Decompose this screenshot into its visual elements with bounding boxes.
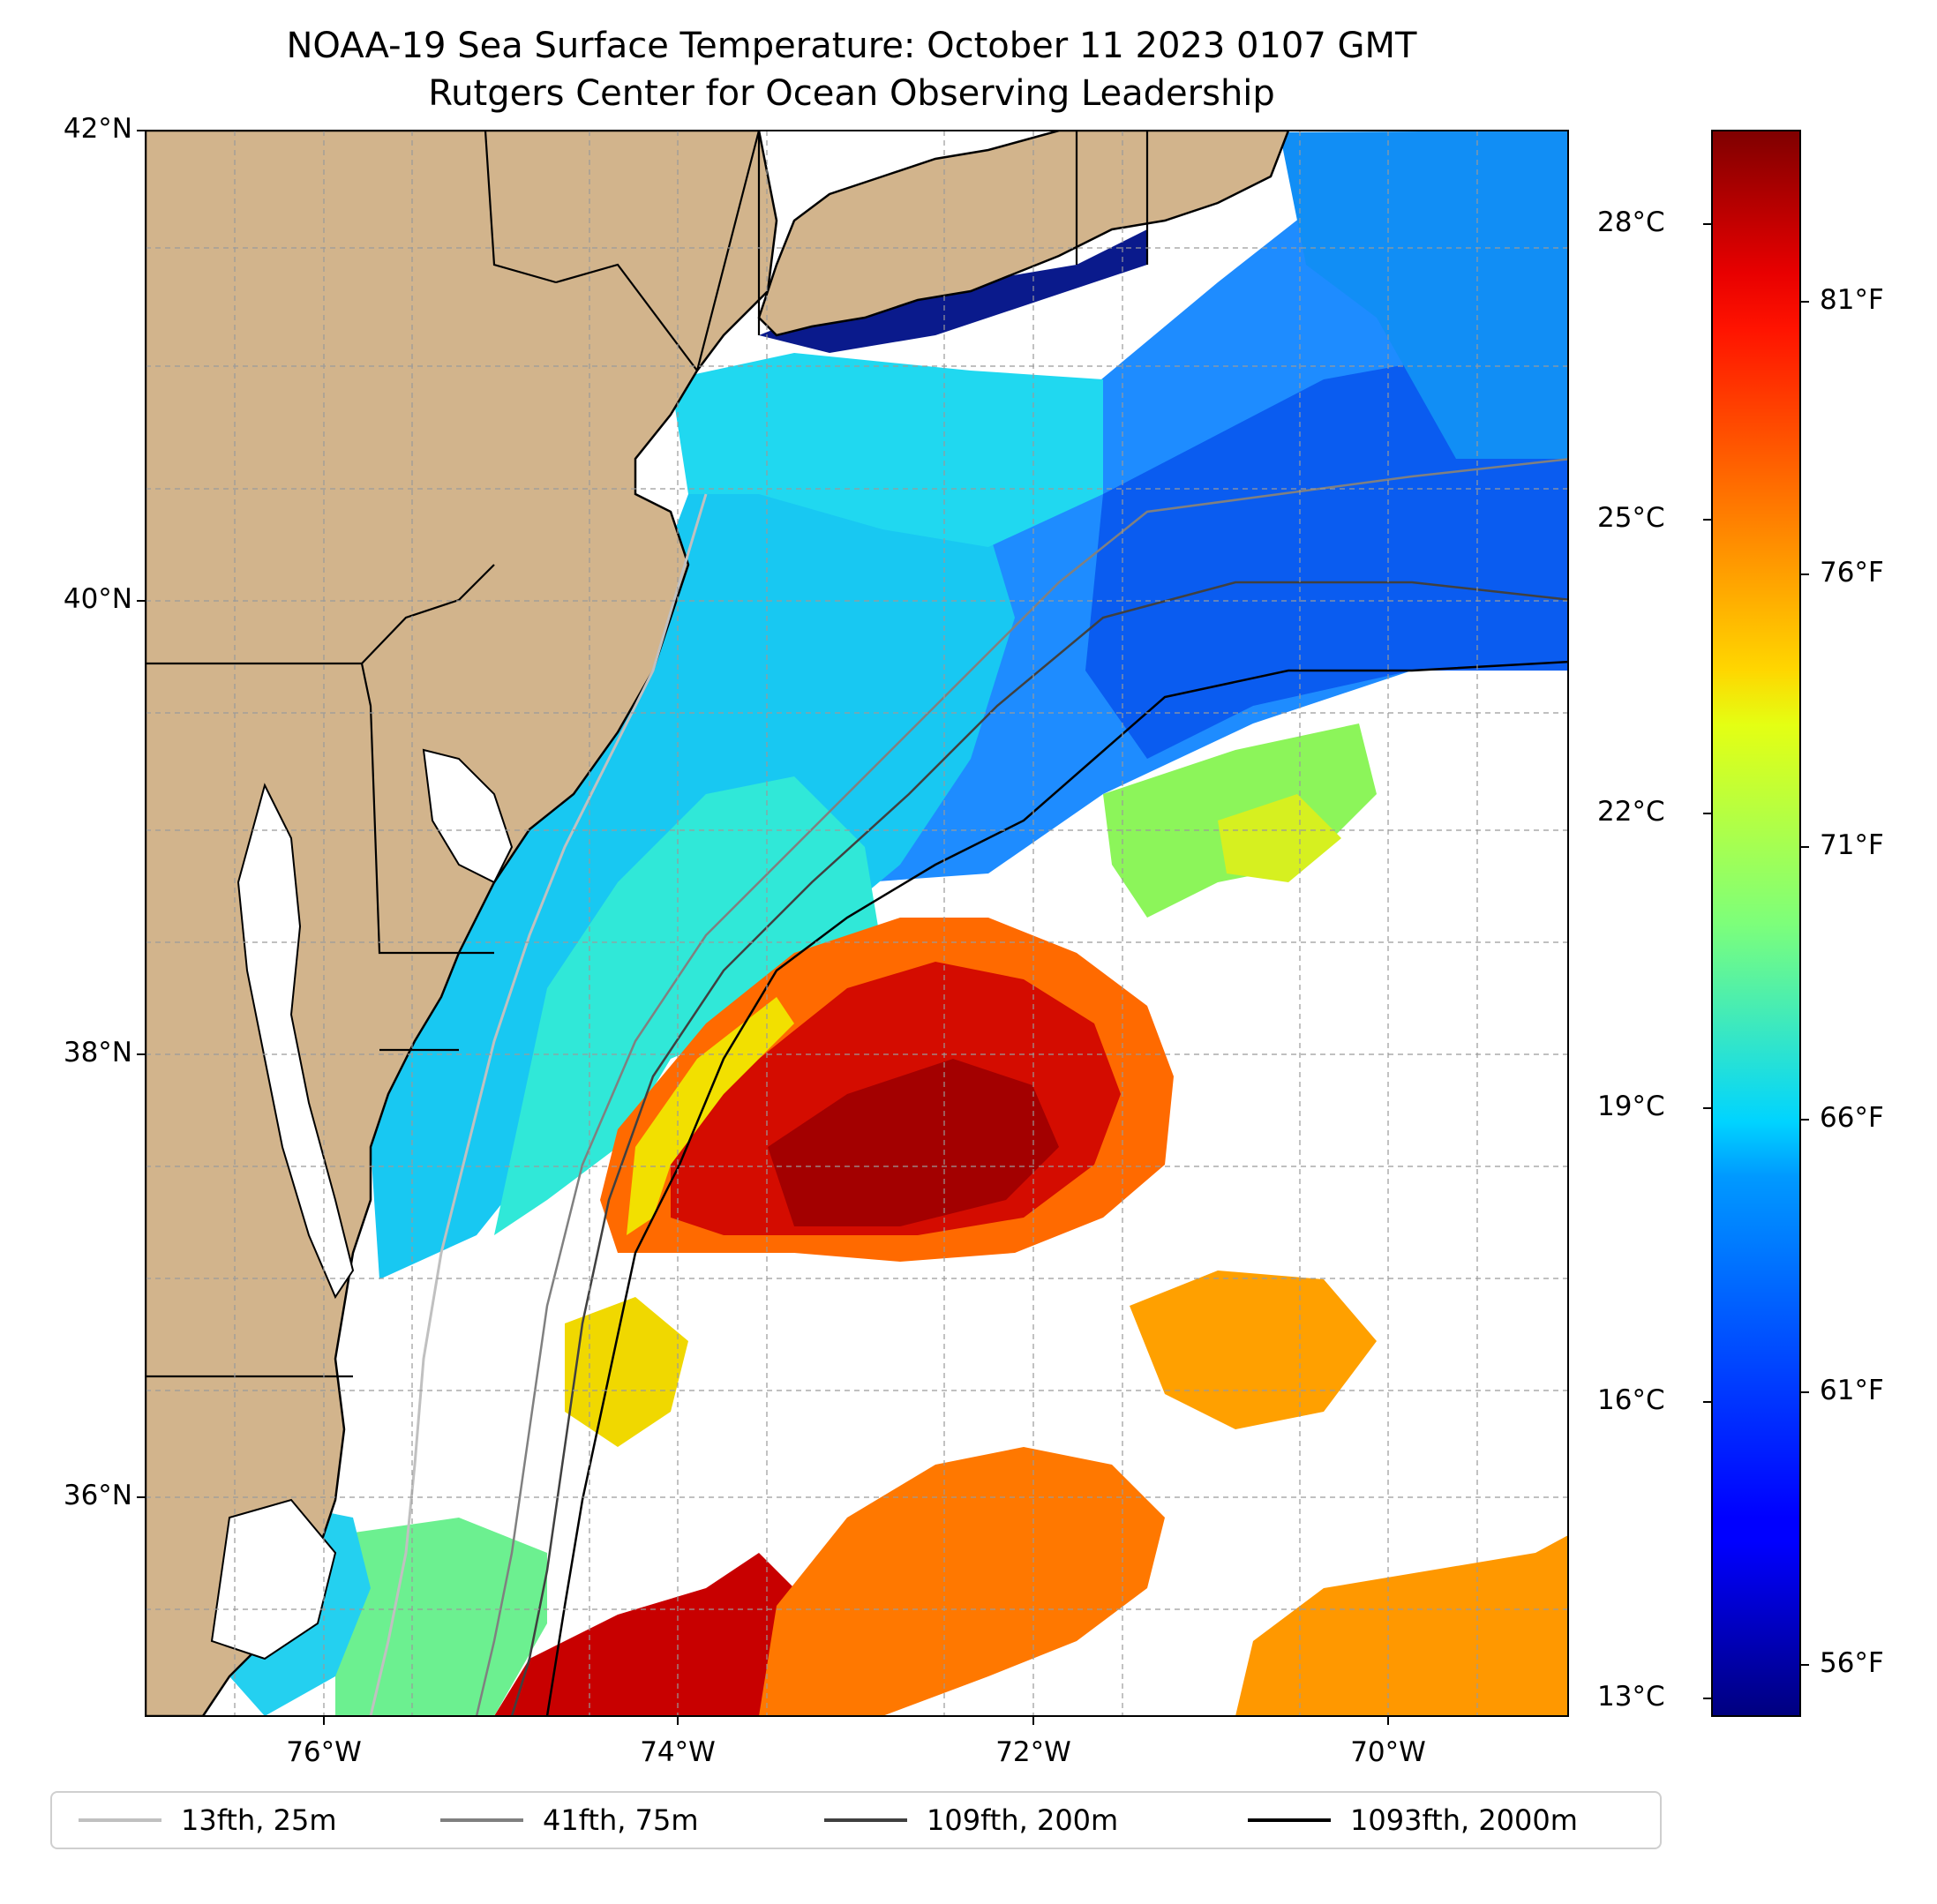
cb-fahrenheit-66: 66°F [1820,1102,1884,1134]
legend-swatch-25m [79,1818,161,1822]
sst-south-orange-east [1235,1535,1568,1716]
lon-label-74: 74°W [640,1736,716,1768]
lat-label-40: 40°N [63,583,132,615]
cb-celsius-19: 19°C [1597,1091,1665,1122]
legend-swatch-2000m [1248,1818,1331,1822]
legend-item-25m: 13fth, 25m [79,1793,336,1848]
isobath-200m [510,581,1568,1716]
legend-label-200m: 109fth, 200m [927,1803,1119,1837]
cb-celsius-22: 22°C [1597,796,1665,828]
cb-celsius-25: 25°C [1597,502,1665,534]
sst-green-south [335,1518,547,1716]
isobath-25m [369,493,708,1716]
sst-south-orange [759,1447,1165,1716]
legend-item-75m: 41fth, 75m [440,1793,698,1848]
lat-label-42: 42°N [63,113,132,145]
sst-south-red [494,1553,794,1716]
colorbar-ticks [1703,223,1809,1699]
cb-fahrenheit-81: 81°F [1820,284,1884,316]
cb-celsius-28: 28°C [1597,206,1665,238]
legend-label-75m: 41fth, 75m [543,1803,699,1837]
delaware-bay [422,748,514,884]
legend-label-25m: 13fth, 25m [181,1803,337,1837]
sst-yellow-band [627,997,794,1235]
axis-ticks [137,130,1389,1725]
lon-label-70: 70°W [1350,1736,1426,1768]
cb-fahrenheit-71: 71°F [1820,829,1884,861]
lon-label-76: 76°W [286,1736,362,1768]
map-content [146,131,1568,1716]
state-boundaries [146,131,1149,1378]
pamlico-sound [210,1498,337,1660]
legend-label-2000m: 1093fth, 2000m [1350,1803,1578,1837]
land-new-england [757,131,1290,337]
isobath-legend: 13fth, 25m 41fth, 75m 109fth, 200m 1093f… [50,1791,1662,1849]
legend-item-200m: 109fth, 200m [824,1793,1118,1848]
cb-fahrenheit-61: 61°F [1820,1375,1884,1406]
cb-celsius-16: 16°C [1597,1384,1665,1416]
map-subtitle: Rutgers Center for Ocean Observing Leade… [428,73,1275,114]
sst-cyan-north [671,353,1103,547]
sst-teal-shelf [494,776,882,1235]
lat-label-36: 36°N [63,1480,132,1511]
sst-darkred-core [768,1059,1059,1226]
cb-fahrenheit-56: 56°F [1820,1647,1884,1679]
legend-item-2000m: 1093fth, 2000m [1248,1793,1578,1848]
sst-mid-orange-patches [1130,1271,1377,1429]
legend-swatch-75m [440,1818,523,1822]
sst-yellow-south [565,1297,688,1447]
sst-blue-coastal [1280,131,1568,459]
isobaths [369,458,1568,1716]
legend-swatch-200m [824,1818,907,1822]
map-frame [145,130,1569,1717]
lat-label-38: 38°N [63,1037,132,1068]
map-title: NOAA-19 Sea Surface Temperature: October… [286,26,1417,66]
colorbar [1711,130,1801,1717]
isobath-75m [475,458,1568,1716]
sst-yellowgreen-patch [1218,794,1341,882]
isobath-2000m [545,660,1568,1716]
gridlines [146,131,1568,1716]
lon-label-72: 72°W [995,1736,1071,1768]
cb-celsius-13: 13°C [1597,1681,1665,1713]
cb-fahrenheit-76: 76°F [1820,557,1884,588]
